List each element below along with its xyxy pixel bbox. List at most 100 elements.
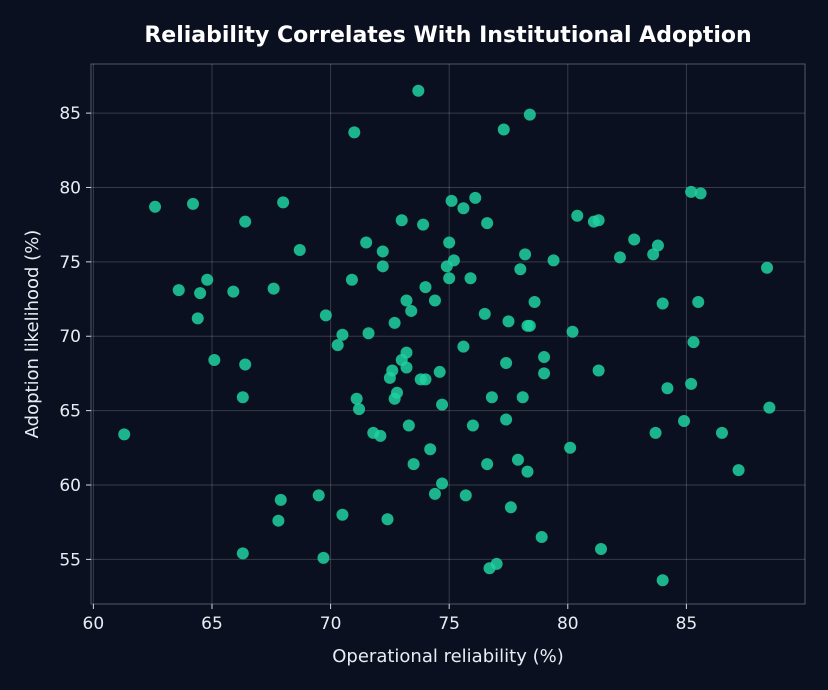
data-point — [613, 251, 626, 264]
data-point — [172, 284, 185, 297]
data-point — [319, 309, 332, 322]
y-tick-label: 85 — [59, 104, 81, 124]
data-point — [201, 273, 214, 286]
x-tick-label: 60 — [83, 614, 105, 634]
data-point — [481, 217, 494, 230]
data-point — [651, 239, 664, 252]
data-point — [464, 272, 477, 285]
data-point — [538, 367, 551, 380]
data-point — [419, 373, 432, 386]
y-tick-label: 70 — [59, 327, 81, 347]
data-point — [519, 248, 532, 261]
data-point — [595, 542, 607, 555]
y-axis-title: Adoption likelihood (%) — [22, 230, 43, 439]
data-point — [267, 282, 280, 295]
axis-ticks: 60 65 70 75 80 85 55 60 65 70 75 80 85 — [59, 104, 697, 634]
data-point — [592, 364, 605, 377]
data-point — [272, 514, 285, 527]
data-point — [692, 296, 705, 309]
data-point — [374, 429, 387, 442]
data-point — [523, 319, 536, 332]
data-point — [485, 391, 498, 404]
x-tick-label: 70 — [320, 614, 342, 634]
data-point — [500, 357, 513, 370]
y-tick-label: 80 — [59, 178, 81, 198]
data-point — [400, 294, 413, 307]
data-point — [685, 377, 698, 390]
data-point — [514, 263, 527, 276]
data-point — [419, 281, 432, 294]
data-point — [761, 261, 774, 274]
x-tick-label: 85 — [676, 614, 698, 634]
data-point — [395, 214, 408, 227]
data-point — [317, 551, 330, 564]
data-point — [360, 236, 373, 249]
data-point — [405, 304, 418, 317]
data-point — [694, 187, 707, 200]
data-point — [149, 200, 162, 213]
x-tick-label: 65 — [201, 614, 223, 634]
data-point — [402, 419, 415, 432]
data-point — [528, 296, 541, 309]
data-point — [376, 245, 389, 258]
data-point — [436, 477, 449, 490]
data-point — [656, 574, 669, 587]
y-tick-label: 55 — [59, 550, 81, 570]
data-point — [236, 391, 249, 404]
chart-title: Reliability Correlates With Institutiona… — [144, 23, 751, 48]
plot-frame — [90, 63, 806, 605]
data-point — [388, 316, 401, 329]
data-point — [412, 84, 425, 97]
data-point — [685, 185, 698, 198]
data-point — [523, 108, 536, 121]
data-point — [277, 196, 290, 209]
data-point — [715, 426, 728, 439]
data-point — [628, 233, 641, 246]
data-point — [469, 191, 482, 204]
data-point — [445, 194, 458, 207]
data-point — [417, 218, 430, 231]
data-point — [350, 392, 363, 405]
data-point — [502, 315, 515, 328]
data-point — [293, 243, 306, 256]
data-point — [535, 531, 548, 544]
data-point — [274, 493, 287, 506]
data-point — [443, 236, 456, 249]
data-point — [424, 443, 437, 456]
data-point — [504, 501, 517, 514]
data-point — [336, 328, 349, 341]
data-point — [208, 354, 221, 367]
data-point — [118, 428, 131, 441]
data-point — [400, 346, 413, 359]
data-point — [227, 285, 240, 298]
data-point — [336, 508, 349, 521]
data-point — [457, 202, 470, 215]
data-point — [312, 489, 325, 502]
data-point — [661, 382, 674, 395]
data-point — [376, 260, 389, 273]
data-points — [118, 84, 776, 587]
data-point — [649, 426, 662, 439]
data-point — [478, 307, 491, 320]
data-point — [391, 386, 403, 399]
x-tick-label: 75 — [438, 614, 460, 634]
data-point — [331, 339, 344, 352]
data-point — [490, 557, 503, 570]
y-tick-label: 75 — [59, 253, 81, 273]
data-point — [656, 297, 669, 310]
data-point — [348, 126, 361, 139]
data-point — [407, 458, 420, 471]
data-point — [428, 294, 441, 307]
data-point — [381, 513, 394, 526]
data-point — [187, 197, 199, 210]
data-point — [362, 327, 375, 340]
data-point — [732, 464, 745, 477]
y-tick-label: 65 — [59, 402, 81, 422]
data-point — [500, 413, 513, 426]
data-point — [466, 419, 479, 432]
data-point — [386, 364, 399, 377]
data-point — [566, 325, 579, 338]
data-point — [194, 287, 207, 300]
data-point — [647, 248, 660, 261]
